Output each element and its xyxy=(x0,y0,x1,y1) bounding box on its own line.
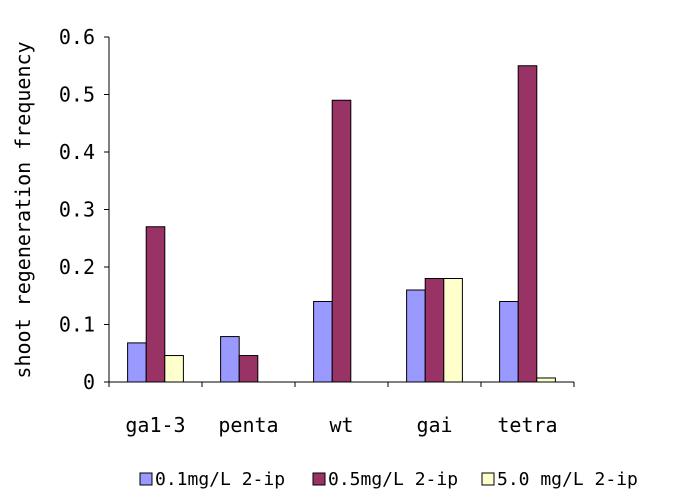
axes xyxy=(104,36,575,387)
bar-tetra-series-1 xyxy=(499,301,519,383)
legend-swatch xyxy=(139,472,153,486)
legend: 0.1mg/L 2-ip 0.5mg/L 2-ip 5.0 mg/L 2-ip xyxy=(139,469,638,490)
bar-ga1-3-series-1 xyxy=(127,342,147,383)
bar-penta-series-2 xyxy=(238,355,259,383)
legend-label: 0.5mg/L 2-ip xyxy=(328,469,458,490)
x-tick-label: wt xyxy=(329,413,353,437)
x-tick-label: penta xyxy=(218,413,278,437)
bar-wt-series-1 xyxy=(313,301,333,383)
bar-gai-series-2 xyxy=(424,278,445,383)
y-tick-label: 0 xyxy=(83,370,95,394)
x-tick-labels: ga1-3 penta wt gai tetra xyxy=(125,413,557,437)
bar-ga1-3-series-2 xyxy=(145,226,166,383)
x-tick-label: gai xyxy=(416,413,452,437)
y-tick-labels: 0 0.1 0.2 0.3 0.4 0.5 0.6 xyxy=(59,25,95,394)
y-axis-title-group: shoot regeneration frequency xyxy=(11,41,35,378)
y-tick-label: 0.2 xyxy=(59,255,95,279)
bar-gai-series-1 xyxy=(406,289,426,383)
bar-penta-series-1 xyxy=(220,336,240,383)
x-tick-label: tetra xyxy=(497,413,557,437)
x-tick-label: ga1-3 xyxy=(125,413,185,437)
bar-ga1-3-series-3 xyxy=(164,355,184,383)
y-tick-label: 0.6 xyxy=(59,25,95,49)
bars xyxy=(127,65,556,383)
bar-tetra-series-3 xyxy=(536,377,556,383)
legend-label: 0.1mg/L 2-ip xyxy=(155,469,285,490)
y-tick-label: 0.4 xyxy=(59,140,95,164)
bar-gai-series-3 xyxy=(443,278,463,383)
y-axis-title: shoot regeneration frequency xyxy=(11,41,35,378)
legend-swatch xyxy=(481,472,495,486)
bar-tetra-series-2 xyxy=(517,65,538,383)
y-tick-label: 0.3 xyxy=(59,198,95,222)
y-tick-label: 0.5 xyxy=(59,83,95,107)
bar-wt-series-2 xyxy=(331,99,352,383)
legend-swatch xyxy=(312,472,326,486)
legend-label: 5.0 mg/L 2-ip xyxy=(497,469,638,490)
y-tick-label: 0.1 xyxy=(59,313,95,337)
